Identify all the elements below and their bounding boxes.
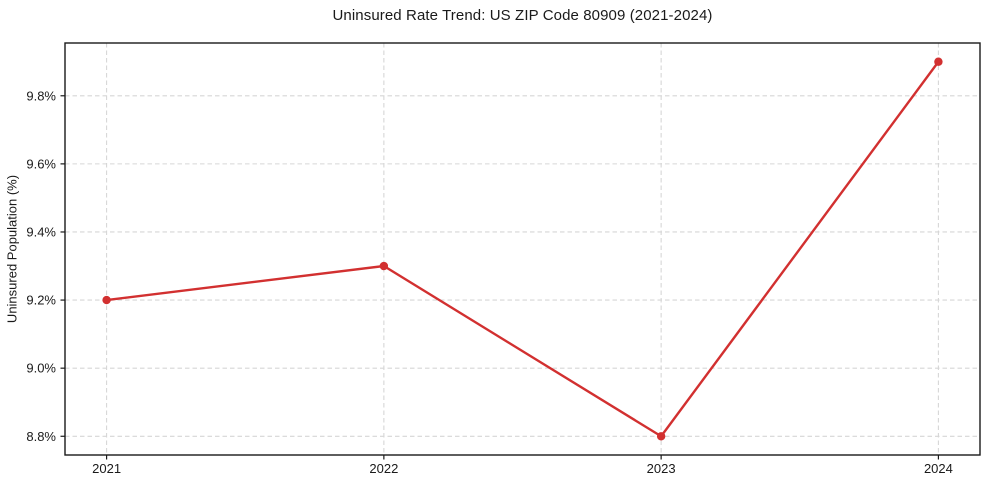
data-point-marker: [656, 432, 666, 441]
y-tick-label: 8.8%: [26, 429, 56, 444]
trend-line: [105, 60, 940, 438]
x-tick-label: 2022: [369, 461, 398, 476]
x-tick-label: 2021: [92, 461, 121, 476]
y-tick-label: 9.2%: [26, 293, 56, 308]
y-tick-label: 9.6%: [26, 156, 56, 171]
data-point-marker: [379, 261, 389, 271]
x-tick-label: 2024: [924, 461, 953, 476]
y-tick-label: 9.4%: [26, 224, 56, 239]
plot-border: [64, 42, 981, 456]
x-tick-label: 2023: [647, 461, 676, 476]
y-tick-label: 9.8%: [26, 88, 56, 103]
y-tick-label: 9.0%: [26, 361, 56, 376]
chart-title: Uninsured Rate Trend: US ZIP Code 80909 …: [332, 7, 713, 24]
data-point-marker: [934, 57, 943, 66]
data-point-marker: [102, 295, 111, 305]
